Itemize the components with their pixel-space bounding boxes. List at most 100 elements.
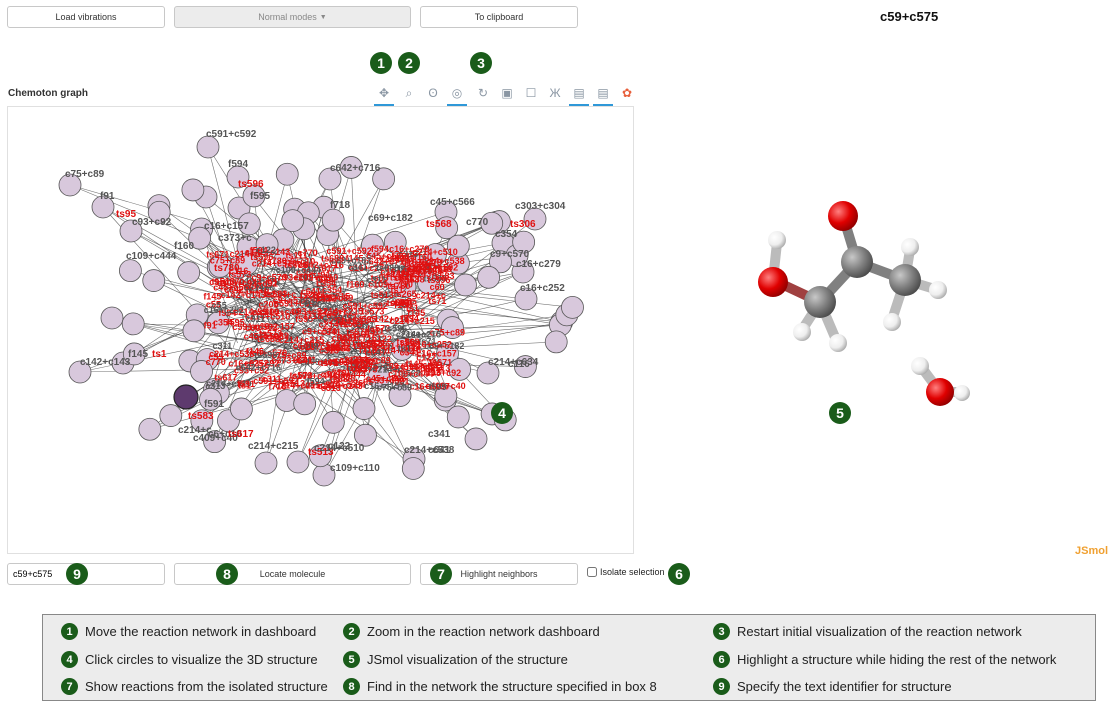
structure-node[interactable] bbox=[424, 243, 447, 266]
structure-node[interactable] bbox=[448, 357, 472, 381]
structure-node[interactable] bbox=[255, 233, 279, 256]
structure-node[interactable] bbox=[367, 366, 391, 389]
structure-node[interactable] bbox=[119, 219, 143, 243]
structure-node[interactable] bbox=[199, 387, 222, 411]
structure-node[interactable] bbox=[230, 397, 253, 421]
hydrogen-atom[interactable] bbox=[793, 323, 811, 341]
structure-node[interactable] bbox=[188, 226, 212, 250]
oxygen-atom[interactable] bbox=[758, 267, 788, 297]
structure-node[interactable] bbox=[254, 451, 278, 475]
structure-node[interactable] bbox=[281, 209, 305, 233]
structure-node[interactable] bbox=[181, 178, 205, 202]
structure-node[interactable] bbox=[226, 165, 250, 189]
structure-node[interactable] bbox=[514, 355, 537, 378]
structure-node[interactable] bbox=[388, 384, 412, 407]
structure-node[interactable] bbox=[436, 342, 459, 365]
structure-node[interactable] bbox=[441, 316, 464, 339]
reset-view-icon[interactable]: ◎ bbox=[451, 86, 463, 100]
structure-node[interactable] bbox=[489, 250, 512, 274]
save-icon[interactable]: ▣ bbox=[501, 86, 513, 100]
structure-node[interactable] bbox=[514, 287, 538, 311]
structure-node[interactable] bbox=[190, 409, 214, 433]
structure-node[interactable] bbox=[196, 135, 220, 159]
structure-node[interactable] bbox=[385, 271, 409, 294]
hydrogen-atom[interactable] bbox=[901, 238, 919, 256]
hydrogen-atom[interactable] bbox=[929, 281, 947, 299]
locate-molecule-button[interactable]: Locate molecule bbox=[174, 563, 411, 585]
structure-node[interactable] bbox=[203, 430, 227, 454]
structure-node[interactable] bbox=[435, 216, 459, 240]
structure-node[interactable] bbox=[237, 212, 261, 236]
hover-icon[interactable]: Ж bbox=[549, 86, 561, 100]
carbon-atom[interactable] bbox=[804, 286, 836, 318]
structure-node[interactable] bbox=[91, 195, 115, 219]
normal-modes-dropdown[interactable]: Normal modes ▼ bbox=[174, 6, 411, 28]
structure-node[interactable] bbox=[293, 392, 317, 416]
hydrogen-atom[interactable] bbox=[829, 334, 847, 352]
structure-node[interactable] bbox=[147, 200, 171, 224]
structure-node[interactable] bbox=[235, 252, 259, 276]
structure-node[interactable] bbox=[480, 211, 504, 235]
structure-node[interactable] bbox=[318, 167, 342, 191]
comment2-icon[interactable]: ▤ bbox=[597, 86, 609, 100]
structure-node[interactable] bbox=[561, 295, 584, 319]
structure-node[interactable] bbox=[512, 230, 536, 254]
structure-node[interactable] bbox=[308, 444, 332, 468]
carbon-atom[interactable] bbox=[841, 246, 873, 278]
hydrogen-atom[interactable] bbox=[911, 357, 929, 375]
structure-node[interactable] bbox=[142, 269, 166, 292]
structure-node[interactable] bbox=[177, 261, 201, 284]
structure-node[interactable] bbox=[354, 423, 377, 447]
structure-node[interactable] bbox=[138, 417, 162, 441]
structure-node[interactable] bbox=[122, 342, 146, 366]
structure-node[interactable] bbox=[206, 311, 230, 335]
to-clipboard-button[interactable]: To clipboard bbox=[420, 6, 578, 28]
structure-node[interactable] bbox=[190, 360, 213, 383]
box-select-icon[interactable]: ☐ bbox=[525, 86, 537, 100]
structure-node[interactable] bbox=[523, 207, 547, 231]
structure-node[interactable] bbox=[446, 405, 470, 429]
structure-node[interactable] bbox=[476, 361, 500, 385]
structure-node[interactable] bbox=[121, 312, 145, 336]
hydrogen-atom[interactable] bbox=[768, 231, 786, 249]
structure-node[interactable] bbox=[159, 404, 183, 427]
carbon-atom[interactable] bbox=[889, 264, 921, 296]
structure-node[interactable] bbox=[275, 162, 299, 186]
structure-node[interactable] bbox=[446, 234, 470, 258]
structure-node[interactable] bbox=[390, 338, 414, 361]
structure-node[interactable] bbox=[321, 208, 345, 232]
structure-node[interactable] bbox=[58, 173, 82, 197]
highlight-neighbors-button[interactable]: Highlight neighbors bbox=[420, 563, 578, 585]
oxygen-atom[interactable] bbox=[828, 201, 858, 231]
structure-node[interactable] bbox=[339, 156, 363, 179]
load-vibrations-button[interactable]: Load vibrations bbox=[7, 6, 165, 28]
structure-node[interactable] bbox=[242, 184, 266, 208]
hydrogen-atom[interactable] bbox=[954, 385, 970, 401]
structure-node[interactable] bbox=[361, 233, 384, 257]
selected-structure-node[interactable] bbox=[173, 384, 199, 410]
hydrogen-atom[interactable] bbox=[883, 313, 901, 331]
move-tool-icon[interactable]: ✥ bbox=[378, 86, 390, 100]
structure-node[interactable] bbox=[286, 450, 310, 474]
structure-node[interactable] bbox=[454, 273, 477, 297]
network-svg[interactable]: ts573c214+c510c591+c592c75+c89ts688ts71f… bbox=[8, 107, 634, 554]
structure-node[interactable] bbox=[352, 397, 376, 420]
structure-node[interactable] bbox=[208, 254, 232, 278]
structure-node[interactable] bbox=[544, 330, 568, 354]
oxygen-atom[interactable] bbox=[926, 378, 954, 406]
zoom-tool-icon[interactable]: ⌕ bbox=[405, 85, 413, 100]
structure-node[interactable] bbox=[477, 265, 501, 289]
structure-node[interactable] bbox=[401, 457, 425, 480]
structure-node[interactable] bbox=[100, 306, 124, 330]
structure-node[interactable] bbox=[383, 230, 407, 254]
structure-node[interactable] bbox=[182, 319, 206, 343]
structure-node[interactable] bbox=[417, 271, 440, 295]
structure-node[interactable] bbox=[321, 410, 345, 434]
jsmol-viewer[interactable] bbox=[700, 180, 1000, 420]
structure-node[interactable] bbox=[119, 259, 142, 283]
structure-node[interactable] bbox=[372, 167, 396, 191]
structure-node[interactable] bbox=[464, 427, 488, 451]
structure-node[interactable] bbox=[404, 254, 428, 278]
bokeh-logo-icon[interactable]: ✿ bbox=[621, 86, 633, 100]
structure-node[interactable] bbox=[68, 360, 92, 384]
